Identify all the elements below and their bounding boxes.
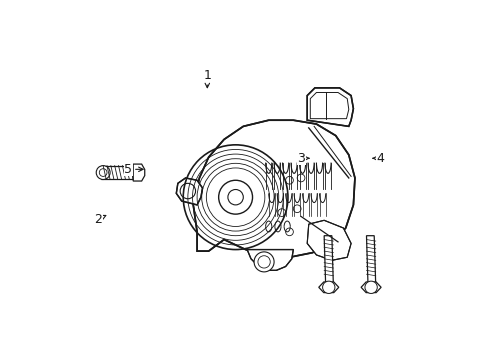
Polygon shape	[176, 178, 202, 205]
Text: 5: 5	[124, 163, 143, 176]
Polygon shape	[366, 236, 375, 286]
Circle shape	[364, 281, 377, 293]
Polygon shape	[246, 249, 293, 270]
Polygon shape	[306, 220, 350, 260]
Text: 2: 2	[94, 213, 105, 226]
Polygon shape	[318, 282, 338, 293]
Circle shape	[96, 166, 110, 180]
Circle shape	[322, 281, 334, 293]
Polygon shape	[193, 120, 354, 257]
Polygon shape	[360, 282, 380, 293]
Circle shape	[254, 252, 274, 272]
Text: 4: 4	[372, 152, 384, 165]
Polygon shape	[133, 164, 144, 181]
Bar	[101, 166, 133, 180]
Text: 1: 1	[203, 68, 211, 88]
Polygon shape	[306, 88, 353, 126]
Circle shape	[227, 189, 243, 205]
Text: 3: 3	[297, 152, 308, 165]
Polygon shape	[324, 236, 333, 286]
